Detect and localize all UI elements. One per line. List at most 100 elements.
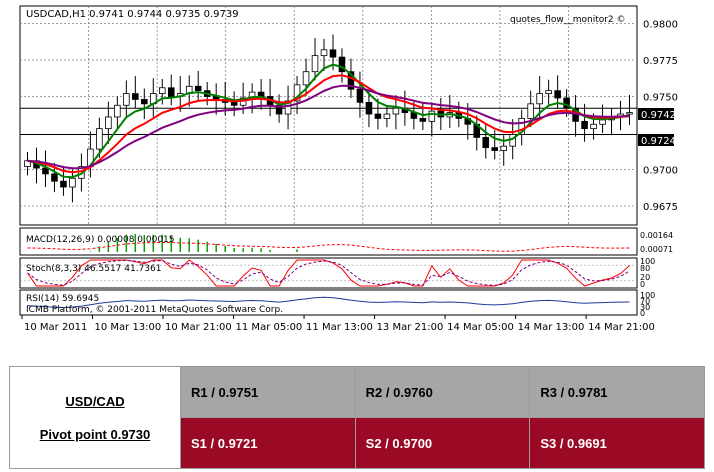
candle-body xyxy=(491,147,499,151)
copyright-text: ICMB Platform, © 2001-2011 MetaQuotes So… xyxy=(26,305,283,315)
candle-body xyxy=(51,173,58,182)
candle-body xyxy=(545,90,552,95)
candle-body xyxy=(428,110,436,122)
price-axis: 0.9675 0.9700 0.9750 0.9775 0.9800 xyxy=(643,20,678,214)
macd-signal-line xyxy=(27,241,630,252)
candle-body xyxy=(293,84,301,102)
rsi-indicator xyxy=(27,296,630,309)
support-price-tag xyxy=(638,134,674,146)
candle-body xyxy=(311,55,319,73)
candles[interactable] xyxy=(24,34,633,203)
horizontal-lines xyxy=(20,107,637,135)
candle-body xyxy=(626,112,633,115)
candle-body xyxy=(167,87,175,97)
main-pane[interactable] xyxy=(19,5,638,226)
moving-averages xyxy=(27,63,630,179)
price-tick-label: 0.9800 xyxy=(643,20,678,31)
rsi-scale-70: 70 xyxy=(640,297,650,306)
chart-header: USDCAD,H1 0.9741 0.9744 0.9735 0.9739 xyxy=(26,9,239,20)
rsi-scale-0: 0 xyxy=(640,309,645,318)
rsi-pane[interactable] xyxy=(19,289,638,316)
macd-pane[interactable] xyxy=(19,227,638,256)
price-tick-label: 0.9775 xyxy=(643,56,678,67)
time-tick-label: 11 Mar 05:00 xyxy=(236,322,303,333)
time-tick-label: 14 Mar 21:00 xyxy=(588,322,655,333)
support-3: S3 / 0.9691 xyxy=(529,417,705,469)
candle-body xyxy=(599,119,606,125)
price-chart[interactable]: 0.9675 0.9700 0.9750 0.9775 0.9800 USDCAD,H1… xyxy=(0,0,714,335)
time-tick-label: 14 Mar 13:00 xyxy=(518,322,585,333)
candle-body xyxy=(284,100,292,115)
candle-body xyxy=(392,107,400,115)
time-axis: 10 Mar 2011 10 Mar 13:00 10 Mar 21:00 11 Ma… xyxy=(21,315,655,333)
support-2: S2 / 0.9700 xyxy=(354,417,531,469)
candle-body xyxy=(365,101,373,115)
candle-body xyxy=(105,116,112,130)
time-tick-label: 14 Mar 05:00 xyxy=(447,322,514,333)
rsi-scale-30: 30 xyxy=(640,303,650,312)
candle-body xyxy=(329,49,337,58)
stochastic-indicator xyxy=(20,259,637,287)
time-tick-label: 10 Mar 2011 xyxy=(24,322,87,333)
candle-body xyxy=(527,103,534,119)
resistance-3: R3 / 0.9781 xyxy=(529,366,705,418)
current-price-label: 0.9742 xyxy=(641,110,676,121)
candle-body xyxy=(42,167,49,175)
candle-body xyxy=(500,145,507,151)
time-tick-label: 11 Mar 13:00 xyxy=(306,322,373,333)
pivot-table: USD/CAD Pivot point 0.9730 R1 / 0.9751 R… xyxy=(9,366,705,469)
candle-body xyxy=(383,113,391,119)
resistance-1: R1 / 0.9751 xyxy=(180,366,356,418)
candle-body xyxy=(536,93,543,105)
candle-body xyxy=(554,90,561,99)
stoch-scale-0: 0 xyxy=(640,280,645,289)
candle-body xyxy=(24,160,31,167)
candle-body xyxy=(590,123,597,130)
candle-body xyxy=(302,71,310,86)
time-tick-label: 10 Mar 13:00 xyxy=(95,322,162,333)
candle-body xyxy=(230,101,238,106)
candle-body xyxy=(356,88,364,103)
macd-scale-bottom: 0.00071 xyxy=(640,245,673,254)
stoch-scale-100: 100 xyxy=(640,257,655,266)
ma-line-5 xyxy=(27,63,630,179)
currency-pair: USD/CAD xyxy=(65,393,125,409)
candle-body xyxy=(320,49,328,57)
support-price-label: 0.9724 xyxy=(641,136,676,147)
rsi-label: RSI(14) 59.6945 xyxy=(26,294,99,304)
candle-body xyxy=(347,71,355,90)
candle-body xyxy=(60,180,67,188)
candle-body xyxy=(374,113,382,119)
candle-body xyxy=(482,136,490,149)
candle-body xyxy=(96,128,103,150)
chart-canvas[interactable]: 0.9675 0.9700 0.9750 0.9775 0.9800 USDCAD,H1… xyxy=(0,0,714,335)
stoch-scale-20: 20 xyxy=(640,273,650,282)
candle-body xyxy=(581,120,588,130)
resistance-2: R2 / 0.9760 xyxy=(354,366,531,418)
support-row: S1 / 0.9721 S2 / 0.9700 S3 / 0.9691 xyxy=(10,417,705,469)
ma-line-10 xyxy=(27,74,630,174)
time-tick-label: 13 Mar 21:00 xyxy=(377,322,444,333)
price-tick-label: 0.9700 xyxy=(643,166,678,177)
price-tick-label: 0.9675 xyxy=(643,202,678,213)
macd-scale-top: 0.00164 xyxy=(640,231,673,240)
pivot-point: Pivot point 0.9730 xyxy=(39,426,151,442)
macd-indicator xyxy=(27,234,630,252)
candle-body xyxy=(338,56,346,73)
stoch-label: Stoch(8,3,3) 46.5517 41.7361 xyxy=(26,264,161,274)
candle-body xyxy=(194,85,202,92)
resistance-row: USD/CAD Pivot point 0.9730 R1 / 0.9751 R… xyxy=(9,366,705,469)
rsi-line xyxy=(27,296,630,309)
stoch-pane[interactable] xyxy=(19,257,638,289)
rsi-scale-100: 100 xyxy=(640,291,655,300)
chart-watermark: quotes_flow__monitor2 © xyxy=(510,15,626,25)
support-1: S1 / 0.9721 xyxy=(180,417,356,469)
candle-body xyxy=(257,91,265,97)
stoch-signal-line xyxy=(27,259,630,286)
stoch-scale-80: 80 xyxy=(640,264,650,273)
candle-body xyxy=(563,97,570,109)
candle-body xyxy=(132,93,139,100)
candle-body xyxy=(158,87,166,95)
pair-cell: USD/CAD Pivot point 0.9730 xyxy=(9,366,181,469)
candle-body xyxy=(69,177,76,188)
